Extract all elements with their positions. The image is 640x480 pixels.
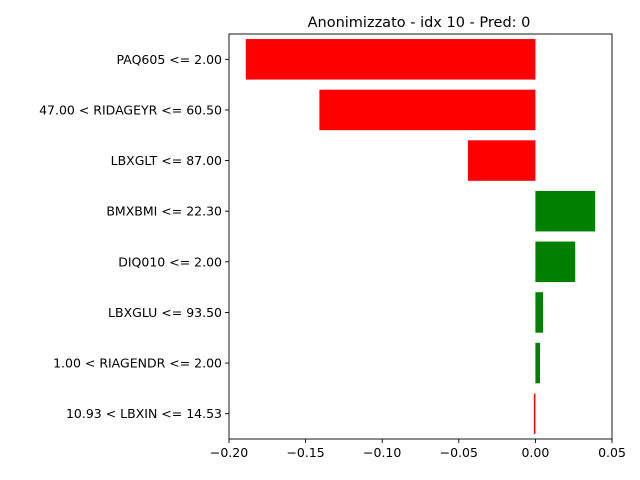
y-tick-label: 10.93 < LBXIN <= 14.53 xyxy=(66,406,222,421)
bar xyxy=(535,342,540,384)
x-axis: −0.20 −0.15 −0.10 −0.05 0.00 0.05 xyxy=(210,439,626,460)
y-tick-label: DIQ010 <= 2.00 xyxy=(118,254,222,269)
bar xyxy=(535,190,596,232)
y-tick-label: LBXGLU <= 93.50 xyxy=(108,305,222,320)
bar xyxy=(467,140,536,181)
x-tick-label: −0.15 xyxy=(286,445,324,460)
x-tick-label: 0.05 xyxy=(598,445,626,460)
y-tick-label: 1.00 < RIAGENDR <= 2.00 xyxy=(53,356,222,371)
x-tick-label: −0.20 xyxy=(210,445,248,460)
y-tick-label: 47.00 < RIDAGEYR <= 60.50 xyxy=(39,102,222,117)
bar xyxy=(535,241,576,283)
y-tick-label: BMXBMI <= 22.30 xyxy=(106,204,222,219)
plot-frame xyxy=(228,33,613,440)
bar xyxy=(535,292,544,333)
bars xyxy=(245,39,596,434)
bar xyxy=(533,393,536,434)
x-tick-label: −0.05 xyxy=(440,445,478,460)
bar xyxy=(245,39,536,80)
y-axis: PAQ605 <= 2.00 47.00 < RIDAGEYR <= 60.50 L… xyxy=(39,52,229,421)
x-tick-label: 0.00 xyxy=(521,445,549,460)
y-tick-label: PAQ605 <= 2.00 xyxy=(117,52,223,67)
chart-title: Anonimizzato - idx 10 - Pred: 0 xyxy=(308,15,531,31)
y-tick-label: LBXGLT <= 87.00 xyxy=(111,153,222,168)
x-tick-label: −0.10 xyxy=(363,445,401,460)
bar xyxy=(319,89,536,131)
